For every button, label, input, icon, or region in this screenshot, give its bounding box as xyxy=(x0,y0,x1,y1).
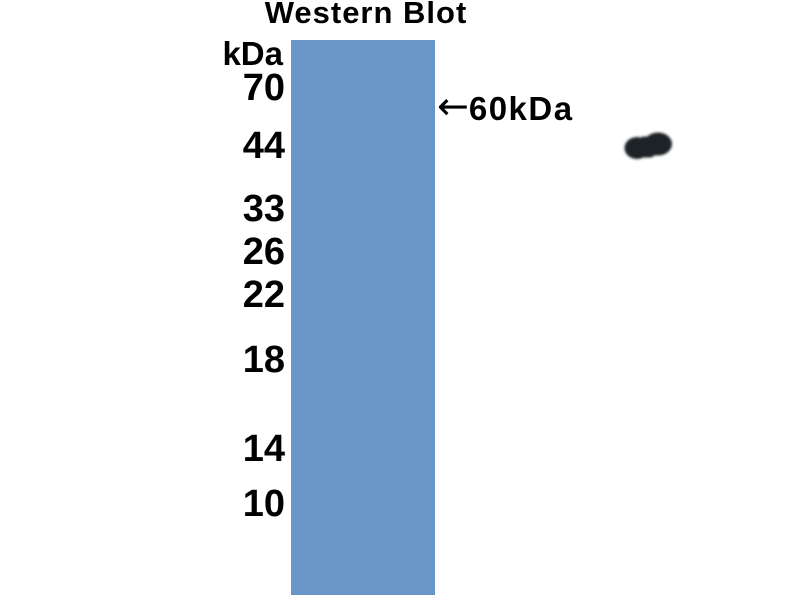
band-annotation: ← 60kDa xyxy=(437,87,574,127)
ladder-marker-10: 10 xyxy=(242,483,285,526)
kda-unit-label: kDa xyxy=(222,35,283,72)
ladder-marker-70: 70 xyxy=(242,67,285,110)
ladder-marker-33: 33 xyxy=(242,188,285,231)
protein-band xyxy=(624,132,672,159)
ladder-marker-14: 14 xyxy=(242,428,285,471)
figure-title: Western Blot xyxy=(264,0,468,30)
blot-lane xyxy=(291,40,672,595)
ladder-marker-44: 44 xyxy=(242,125,285,168)
ladder-marker-26: 26 xyxy=(242,231,285,274)
ladder-marker-18: 18 xyxy=(242,339,285,382)
left-arrow-icon: ← xyxy=(437,84,469,128)
ladder-marker-22: 22 xyxy=(242,274,285,317)
band-annotation-label: 60kDa xyxy=(468,89,574,127)
